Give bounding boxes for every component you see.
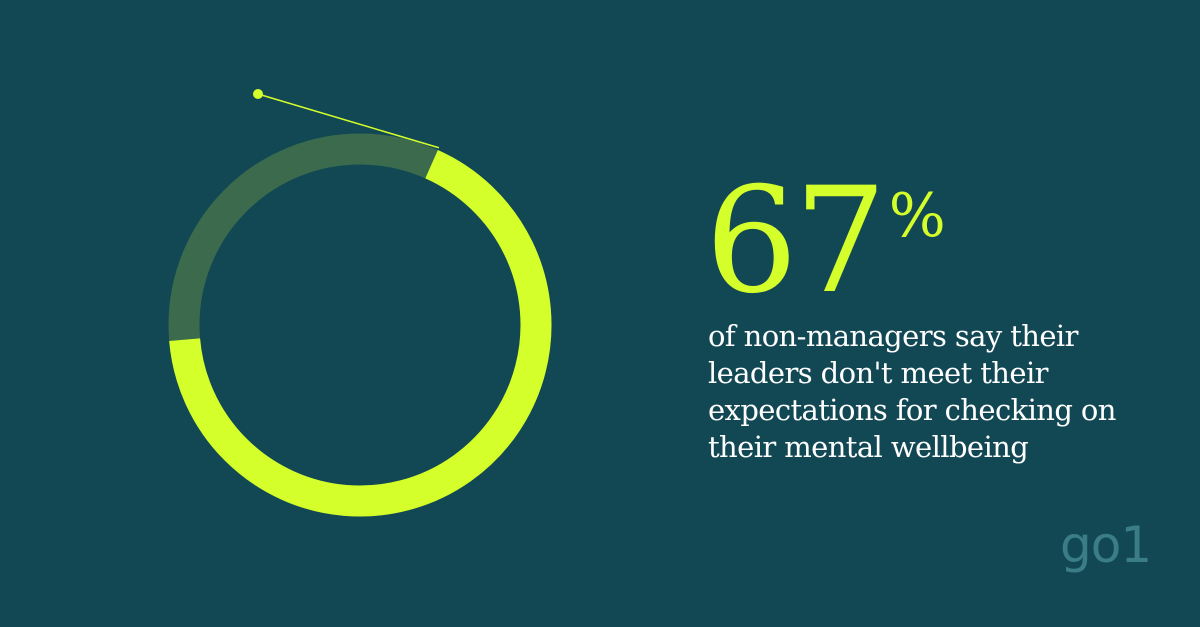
annotation-leader-line xyxy=(257,93,440,149)
go1-logo: go1 xyxy=(1060,520,1152,570)
stat-value: 67 xyxy=(705,156,887,326)
annotation-dot xyxy=(253,89,263,99)
headline-stat: 67% xyxy=(705,168,946,314)
logo-text: go1 xyxy=(1060,516,1152,574)
donut-value-segment xyxy=(169,150,552,517)
stat-unit: % xyxy=(888,181,946,251)
caption-line: of non-managers say their xyxy=(708,319,1078,353)
caption-line: expectations for checking on xyxy=(708,393,1116,427)
caption-line: leaders don't meet their xyxy=(708,356,1048,390)
caption-line: their mental wellbeing xyxy=(708,430,1029,464)
stat-caption: of non-managers say their leaders don't … xyxy=(708,318,1128,466)
